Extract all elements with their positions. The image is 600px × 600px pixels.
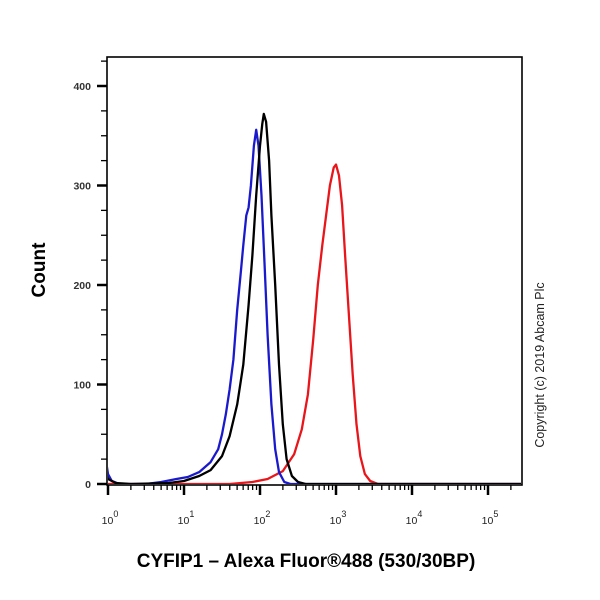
y-tick-label: 200: [73, 280, 91, 292]
x-tick-label: 102: [254, 509, 271, 527]
data-series: [108, 112, 521, 484]
x-axis: 100 101 102 103 104 105: [102, 485, 512, 527]
x-tick-label: 103: [330, 509, 347, 527]
x-tick-label: 101: [178, 509, 195, 527]
histogram-curve: [108, 112, 521, 484]
y-tick-label: 100: [73, 380, 91, 392]
y-axis-title: Count: [29, 242, 50, 298]
histogram-curve: [108, 163, 521, 484]
y-tick-label: 0: [85, 479, 91, 491]
histogram-curve: [108, 128, 521, 484]
y-tick-label: 400: [73, 81, 91, 93]
copyright-notice: Copyright (c) 2019 Abcam Plc: [533, 282, 547, 448]
x-axis-title: CYFIP1 – Alexa Fluor®488 (530/30BP): [136, 551, 476, 572]
x-tick-label: 105: [482, 509, 499, 527]
plot-border: [106, 56, 523, 486]
y-axis: 0 100 200 300 400: [73, 60, 107, 491]
x-tick-label: 100: [102, 509, 119, 527]
y-tick-label: 300: [73, 181, 91, 193]
plot-frame: [106, 56, 523, 486]
x-tick-label: 104: [406, 509, 423, 527]
